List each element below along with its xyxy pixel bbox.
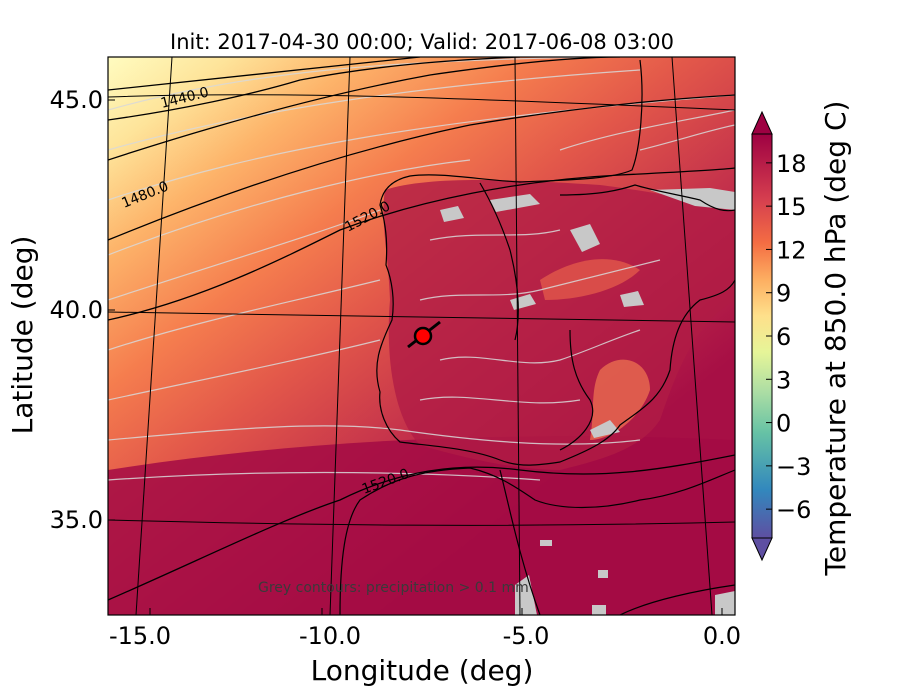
x-tick-label: -5.0 (503, 622, 550, 650)
colorbar-tick-label: −3 (776, 453, 811, 481)
precip-patch-6 (620, 291, 644, 307)
colorbar-ticks: 18 15 12 9 6 3 0 −3 −6 (766, 150, 811, 524)
x-tick-label: -15.0 (109, 622, 171, 650)
colorbar-tick-label: 15 (776, 193, 807, 221)
graticule (108, 57, 735, 615)
y-axis: 45.0 40.0 35.0 Latitude (deg) (6, 86, 115, 534)
colorbar-tick-label: 18 (776, 150, 807, 178)
precip-patch-11 (592, 605, 606, 615)
x-axis: -15.0 -10.0 -5.0 0.0 Longitude (deg) (109, 608, 741, 687)
y-tick-label: 45.0 (50, 86, 103, 114)
colorbar-tick-label: 9 (776, 280, 791, 308)
station-marker (407, 320, 441, 349)
colorbar-label: Temperature at 850.0 hPa (deg C) (819, 101, 852, 577)
x-axis-label: Longitude (deg) (311, 654, 534, 687)
colorbar-extend-min (751, 537, 773, 562)
map-panel: 1440.0 1480.0 1520.0 1520.0 Grey contour… (108, 57, 735, 615)
y-tick-label: 35.0 (50, 506, 103, 534)
highland-patch-1 (540, 259, 640, 300)
precip-patch-2 (490, 194, 540, 212)
highland-patch-2 (590, 359, 650, 440)
precip-patch-8 (515, 575, 537, 615)
x-tick-label: 0.0 (703, 622, 741, 650)
precip-patch-9 (540, 540, 552, 546)
colorbar-tick-label: 3 (776, 366, 791, 394)
figure-title: Init: 2017-04-30 00:00; Valid: 2017-06-0… (170, 30, 674, 54)
precip-patch-5 (510, 294, 536, 310)
colorbar-tick-label: 6 (776, 323, 791, 351)
colorbar-extend-max (751, 110, 773, 135)
coastlines (339, 59, 735, 615)
colorbar-tick-label: 12 (776, 236, 807, 264)
precip-patch-1 (440, 206, 464, 222)
geopotential-contours (108, 57, 735, 601)
colorbar-tick-label: −6 (776, 496, 811, 524)
map-frame (107, 56, 736, 616)
y-axis-label: Latitude (deg) (6, 236, 39, 435)
colorbar: 18 15 12 9 6 3 0 −3 −6 Temperature at 850.0 hPa … (751, 101, 852, 577)
precipitation-note: Grey contours: precipitation > 0.1 mm (258, 580, 529, 596)
colorbar-tick-label: 0 (776, 410, 791, 438)
y-tick-label: 40.0 (50, 296, 103, 324)
precip-patch-12 (715, 591, 735, 615)
precip-patch-4 (570, 224, 600, 252)
precip-patch-10 (598, 570, 608, 578)
x-tick-label: -10.0 (299, 622, 361, 650)
